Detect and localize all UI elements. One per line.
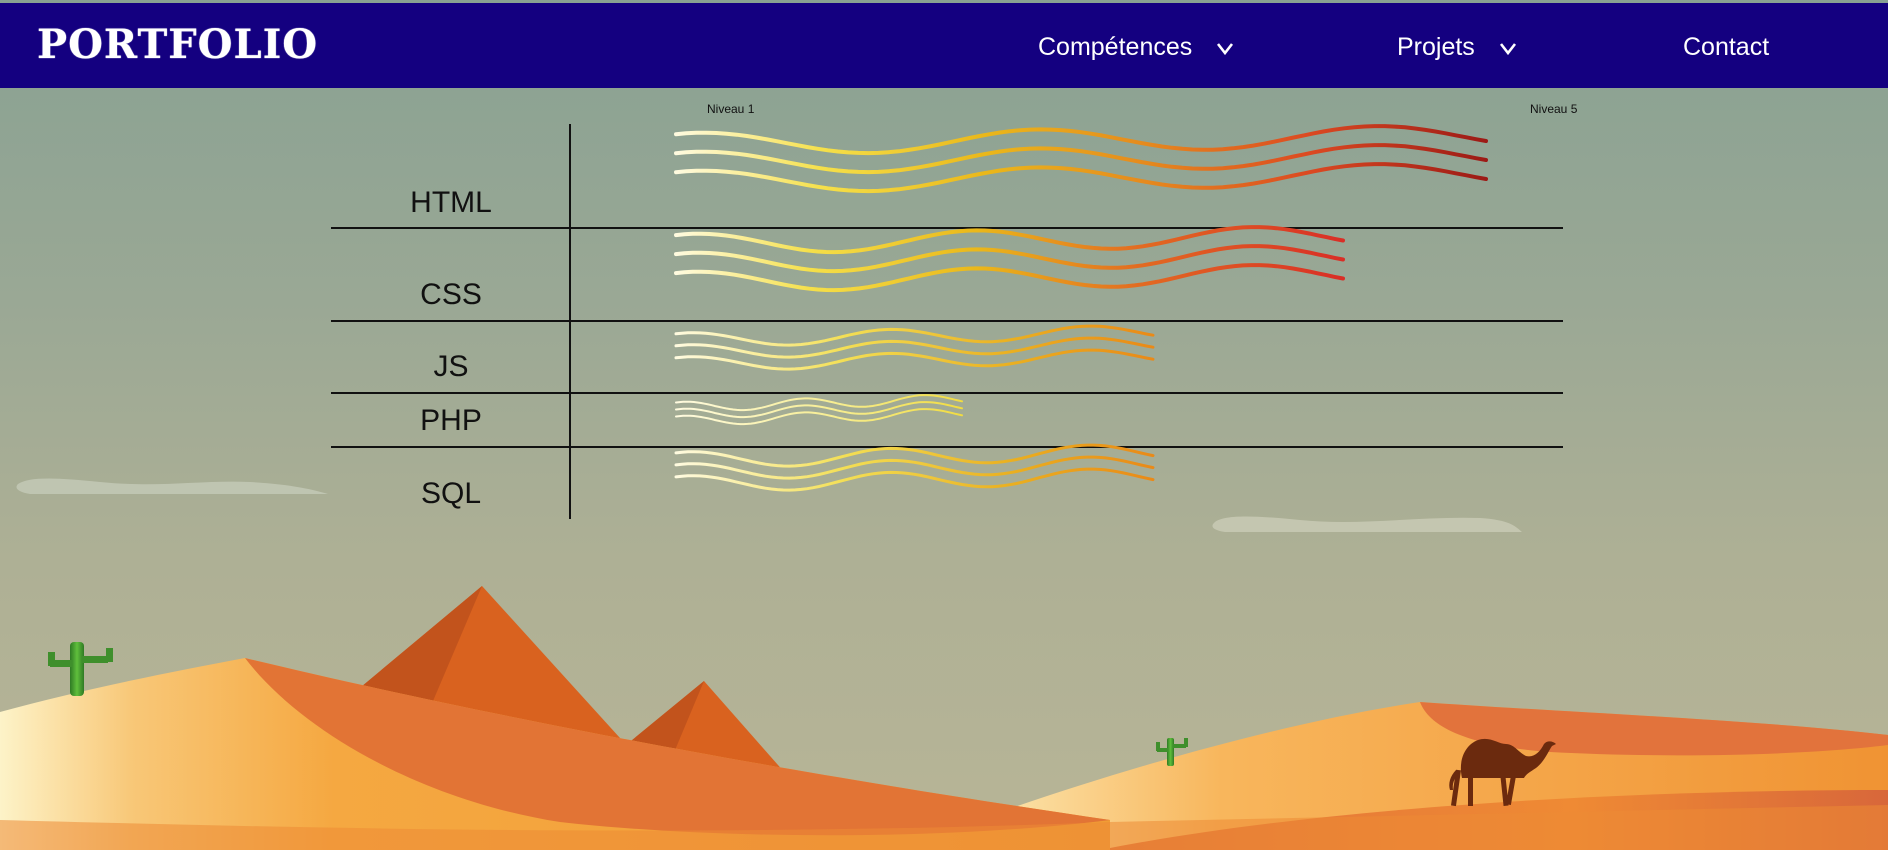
skill-wave-sql [674, 443, 1155, 492]
skill-wave-line [674, 225, 1345, 255]
nav-competences-label: Compétences [1038, 33, 1193, 61]
skill-label-sql: SQL [420, 477, 482, 510]
skill-wave-line [674, 443, 1155, 468]
site-logo[interactable]: PORTFOLIO [37, 21, 319, 68]
row-divider [331, 392, 1563, 394]
skill-wave-php [675, 394, 963, 426]
nav-contact[interactable]: Contact [1683, 33, 1769, 62]
scale-max-label: Niveau 5 [1530, 102, 1578, 116]
skill-wave-line [674, 244, 1345, 274]
cactus-icon [1156, 738, 1188, 766]
row-divider [331, 320, 1563, 322]
skill-wave-line [674, 348, 1155, 371]
skill-label-css: CSS [420, 278, 482, 311]
chevron-down-icon [1217, 42, 1234, 55]
row-divider [331, 446, 1563, 448]
cloud-icon [1212, 516, 1522, 532]
cloud-icon [16, 478, 328, 494]
skill-wave-line [675, 401, 963, 419]
skill-label-html: HTML [410, 186, 492, 219]
nav-contact-label: Contact [1683, 33, 1770, 61]
camel-icon [1449, 738, 1556, 807]
skill-wave-line [674, 455, 1155, 480]
skill-label-php: PHP [420, 404, 482, 437]
skill-wave-line [674, 263, 1345, 293]
top-navbar: PORTFOLIO Compétences Projets Contact [0, 3, 1888, 88]
skill-label-js: JS [433, 350, 469, 383]
skill-wave-line [674, 467, 1155, 492]
pyramid-icon [620, 681, 800, 790]
skill-wave-css [674, 225, 1345, 293]
skill-wave-line [674, 324, 1155, 347]
row-divider [331, 227, 1563, 229]
pyramid-icon [355, 586, 640, 760]
skill-wave-line [674, 143, 1488, 175]
skill-wave-line [674, 124, 1488, 156]
skill-wave-line [674, 162, 1488, 194]
scale-min-label: Niveau 1 [707, 102, 755, 116]
skill-wave-html [674, 124, 1488, 194]
skill-wave-line [674, 336, 1155, 359]
skill-wave-line [675, 394, 963, 412]
chevron-down-icon [1499, 42, 1516, 55]
nav-competences[interactable]: Compétences [1038, 33, 1234, 62]
nav-projets-label: Projets [1397, 33, 1475, 61]
skill-wave-line [675, 408, 963, 426]
cactus-icon [48, 642, 113, 696]
skill-wave-js [674, 324, 1155, 371]
nav-projets[interactable]: Projets [1397, 33, 1517, 62]
